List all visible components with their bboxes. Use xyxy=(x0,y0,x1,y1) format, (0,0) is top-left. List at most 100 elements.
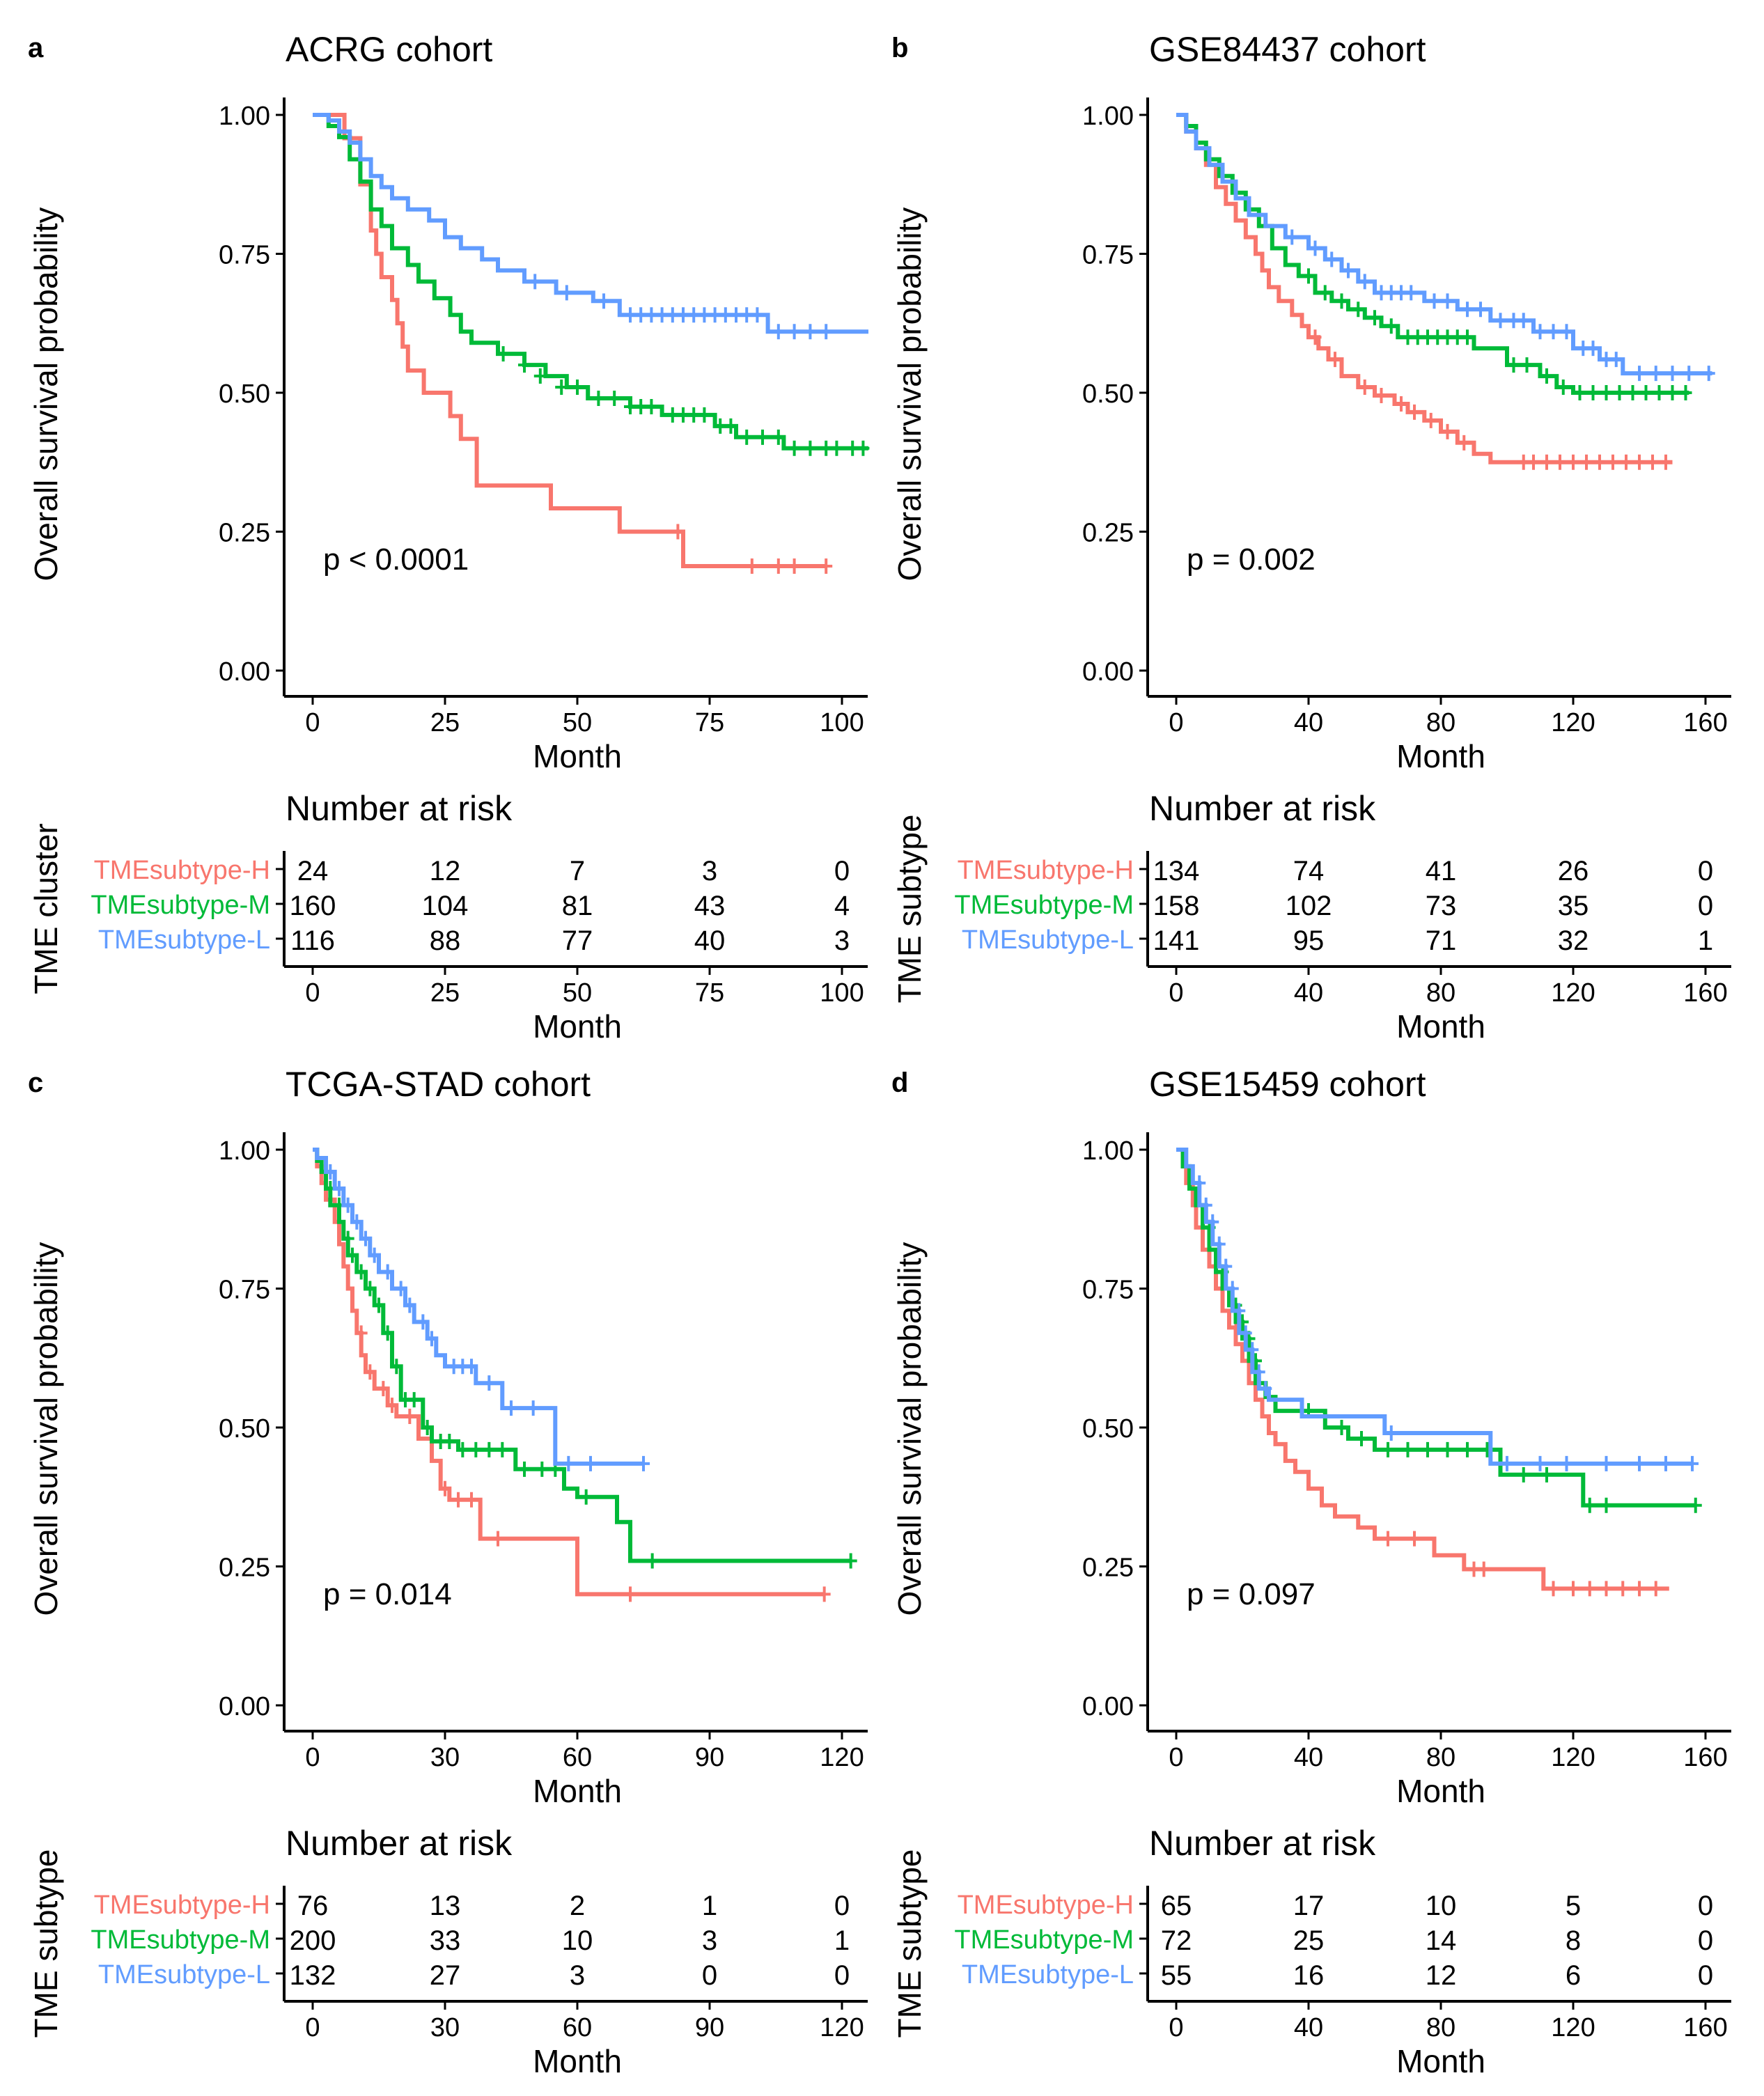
censor-mark xyxy=(1329,352,1341,368)
risk-count: 104 xyxy=(422,891,469,921)
censor-mark xyxy=(1633,454,1646,470)
censor-mark xyxy=(496,1441,509,1457)
censor-mark xyxy=(1259,1381,1272,1397)
censor-mark xyxy=(1318,285,1332,301)
censor-mark xyxy=(1384,1425,1398,1441)
censor-mark xyxy=(386,1398,398,1414)
censor-mark xyxy=(354,1264,368,1280)
risk-x-tick-label: 80 xyxy=(1426,2013,1455,2042)
censor-mark xyxy=(426,1331,438,1347)
x-axis-title: Month xyxy=(1396,738,1485,774)
y-tick-label: 0.25 xyxy=(1082,519,1134,548)
censor-mark xyxy=(772,558,785,574)
risk-count: 74 xyxy=(1293,856,1325,886)
risk-count: 200 xyxy=(290,1925,336,1956)
risk-count: 0 xyxy=(1698,891,1713,921)
risk-x-tick-label: 60 xyxy=(563,2013,592,2042)
chart-title: GSE15459 cohort xyxy=(1149,1065,1426,1104)
censor-mark xyxy=(1660,454,1672,470)
y-axis-title: Overall survival probability xyxy=(891,1242,928,1616)
censor-mark xyxy=(1309,240,1322,256)
censor-mark xyxy=(708,307,721,323)
risk-count: 27 xyxy=(430,1960,461,1991)
risk-count: 16 xyxy=(1293,1960,1325,1991)
risk-count: 4 xyxy=(834,891,850,921)
censor-mark xyxy=(788,324,801,340)
risk-x-tick-label: 160 xyxy=(1683,2013,1727,2042)
risk-count: 13 xyxy=(430,1891,461,1921)
x-tick-label: 0 xyxy=(305,1743,320,1772)
x-tick-label: 0 xyxy=(305,708,320,737)
risk-x-tick-label: 50 xyxy=(563,978,592,1008)
censor-mark xyxy=(452,1492,465,1508)
censor-mark xyxy=(1556,380,1570,396)
censor-mark xyxy=(745,558,758,574)
censor-mark xyxy=(1461,329,1474,345)
risk-count: 8 xyxy=(1566,1925,1581,1956)
censor-mark xyxy=(526,1400,540,1416)
censor-mark xyxy=(529,274,542,290)
y-tick-label: 0.25 xyxy=(1082,1554,1134,1583)
censor-mark xyxy=(846,440,859,456)
censor-mark xyxy=(751,307,764,323)
risk-x-axis-title: Month xyxy=(533,2043,622,2079)
censor-mark xyxy=(403,1297,416,1313)
p-value: p = 0.002 xyxy=(1187,542,1316,577)
censor-mark xyxy=(1477,1561,1490,1577)
risk-y-axis-title: TME subtype xyxy=(891,815,928,1003)
censor-mark xyxy=(1494,313,1507,329)
censor-mark xyxy=(1458,435,1471,451)
censor-mark xyxy=(1501,1455,1513,1471)
censor-mark xyxy=(645,307,658,323)
censor-mark xyxy=(820,324,833,340)
censor-mark xyxy=(1649,1581,1662,1597)
x-tick-label: 0 xyxy=(1169,708,1183,737)
risk-count: 1 xyxy=(834,1925,850,1956)
censor-mark xyxy=(1609,352,1623,368)
censor-mark xyxy=(687,307,701,323)
censor-mark xyxy=(1613,385,1626,400)
censor-mark xyxy=(804,440,817,456)
risk-count: 0 xyxy=(702,1960,717,1991)
censor-mark xyxy=(1335,293,1348,309)
censor-mark xyxy=(483,1375,496,1391)
risk-x-axis-title: Month xyxy=(1396,1008,1485,1045)
censor-mark xyxy=(698,407,711,423)
censor-mark xyxy=(1639,385,1653,400)
x-tick-label: 30 xyxy=(430,1743,460,1772)
x-axis-title: Month xyxy=(533,738,622,774)
censor-mark xyxy=(1226,1281,1239,1297)
censor-mark xyxy=(1567,454,1579,470)
censor-mark xyxy=(592,390,605,406)
y-tick-label: 0.00 xyxy=(1082,657,1134,687)
censor-mark xyxy=(505,1400,517,1416)
censor-mark xyxy=(333,1180,345,1196)
censor-mark xyxy=(857,440,870,456)
risk-count: 141 xyxy=(1153,925,1200,956)
risk-x-tick-label: 0 xyxy=(305,2013,320,2042)
risk-count: 0 xyxy=(1698,1925,1713,1956)
y-axis-title: Overall survival probability xyxy=(891,208,928,581)
censor-mark xyxy=(1547,324,1560,340)
p-value: p = 0.097 xyxy=(1187,1577,1316,1611)
censor-mark xyxy=(830,440,843,456)
censor-mark xyxy=(536,1461,549,1477)
censor-mark xyxy=(555,380,568,396)
censor-mark xyxy=(443,1433,456,1449)
censor-mark xyxy=(1421,1441,1434,1457)
censor-mark xyxy=(1408,1531,1421,1547)
risk-count: 10 xyxy=(562,1925,593,1956)
censor-mark xyxy=(714,418,727,434)
censor-mark xyxy=(359,1230,372,1246)
y-tick-label: 0.75 xyxy=(1082,241,1134,270)
censor-mark xyxy=(324,1164,337,1180)
x-tick-label: 120 xyxy=(1551,1743,1595,1772)
x-tick-label: 160 xyxy=(1683,1743,1727,1772)
censor-mark xyxy=(1395,396,1407,412)
censor-mark xyxy=(1646,454,1659,470)
y-tick-label: 0.75 xyxy=(219,241,270,270)
censor-mark xyxy=(1607,454,1619,470)
censor-mark xyxy=(341,1230,354,1246)
censor-mark xyxy=(788,558,801,574)
y-tick-label: 0.00 xyxy=(219,657,270,687)
